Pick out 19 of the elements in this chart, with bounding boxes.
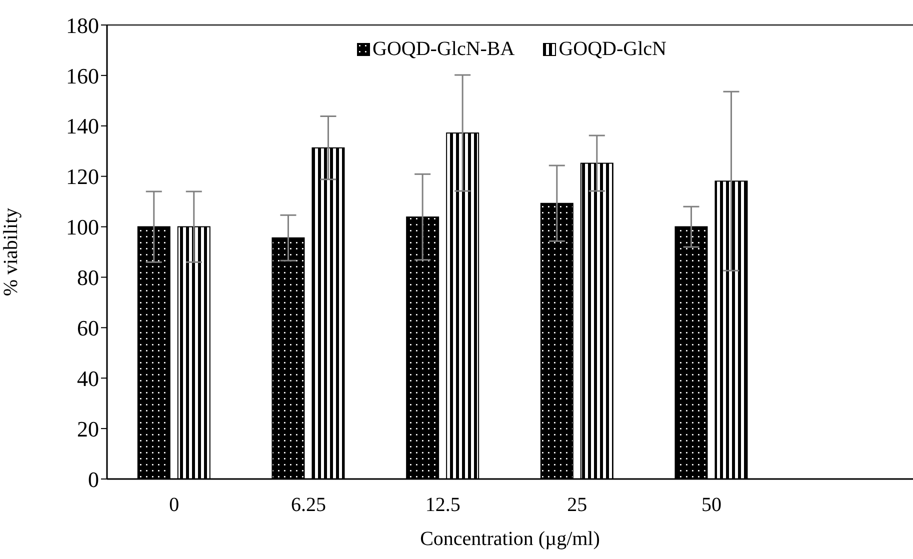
y-tick-label: 140 <box>66 114 99 139</box>
y-tick-label: 0 <box>88 466 99 492</box>
x-tick-label: 50 <box>702 494 722 516</box>
x-tick-label: 0 <box>169 494 180 516</box>
y-tick-label: 60 <box>77 315 99 340</box>
x-tick-label: 12.5 <box>425 494 460 516</box>
x-axis-title: Concentration (µg/ml) <box>420 528 600 550</box>
y-tick-label: 80 <box>77 265 99 290</box>
y-tick-label: 120 <box>66 164 99 190</box>
y-tick-label: 180 <box>66 12 99 38</box>
y-tick-label: 20 <box>77 416 99 442</box>
x-tick-label: 6.25 <box>291 494 326 516</box>
y-tick-label: 160 <box>66 63 99 88</box>
legend-label: GOQD-GlcN-BA <box>372 38 515 61</box>
legend-label: GOQD-GlcN <box>558 38 666 61</box>
y-axis-title: % viability <box>0 208 22 296</box>
y-tick-label: 40 <box>77 366 99 391</box>
y-tick-label: 100 <box>66 214 99 240</box>
x-tick-label: 25 <box>567 494 588 516</box>
